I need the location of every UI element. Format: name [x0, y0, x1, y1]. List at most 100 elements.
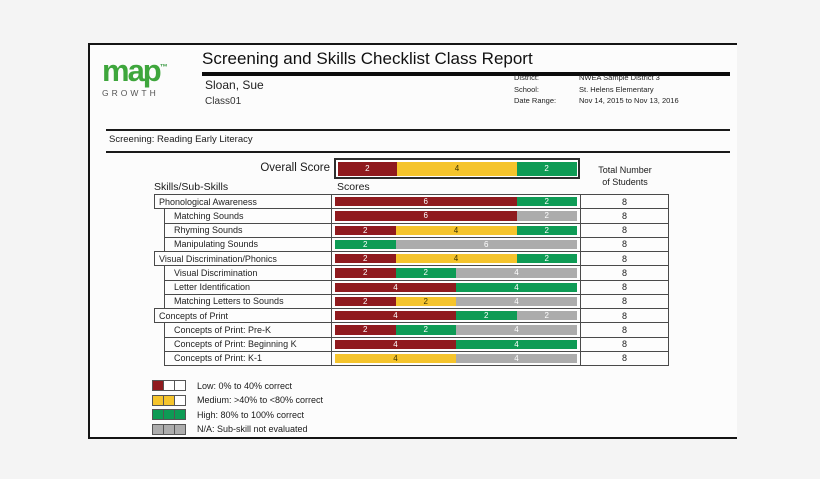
score-segment-medium: 4: [335, 353, 456, 363]
total-students-cell: 8: [621, 210, 627, 221]
legend-label: N/A: Sub-skill not evaluated: [197, 424, 308, 434]
skill-label: Concepts of Print: [155, 309, 332, 323]
score-segment-na: 6: [395, 239, 577, 249]
legend-swatch-group: [152, 394, 186, 406]
legend-swatch-empty: [174, 394, 186, 406]
total-students-cell: 8: [621, 296, 627, 307]
meta-date-range-value: Nov 14, 2015 to Nov 13, 2016: [579, 96, 679, 105]
score-segment-medium: 4: [395, 254, 517, 264]
meta-district-label: District:: [514, 73, 539, 82]
skill-row: Concepts of Print: Pre-K 2 2 4 8: [164, 322, 669, 338]
total-students-cell: 8: [621, 353, 627, 364]
total-students-cell: 8: [621, 310, 627, 321]
skill-row: Manipulating Sounds 2 6 8: [164, 236, 669, 252]
report-page: map™ GROWTH Screening and Skills Checkli…: [88, 43, 737, 439]
score-segment-high: 2: [516, 197, 577, 207]
meta-district-value: NWEA Sample District 3: [579, 73, 660, 82]
legend-label: Medium: >40% to <80% correct: [197, 395, 324, 405]
meta-district: District: NWEA Sample District 3: [514, 72, 749, 84]
legend-item: Low: 0% to 40% correct: [152, 380, 323, 391]
total-students-cell: 8: [621, 239, 627, 250]
score-segment-high: 2: [456, 311, 517, 321]
score-segment-high: 2: [395, 268, 456, 278]
score-segment-low: 4: [335, 339, 456, 349]
class-name: Class01: [205, 96, 242, 107]
total-students-header: Total Number of Students: [570, 165, 680, 188]
score-segment-low: 2: [337, 161, 398, 176]
score-segment-low: 2: [335, 268, 396, 278]
report-meta: District: NWEA Sample District 3 School:…: [514, 72, 749, 107]
score-segment-low: 4: [335, 311, 456, 321]
skill-row: Rhyming Sounds 2 4 2 8: [164, 222, 669, 238]
total-students-cell: 8: [621, 282, 627, 293]
score-segment-na: 4: [456, 268, 577, 278]
meta-school: School: St. Helens Elementary: [514, 84, 749, 96]
score-segment-na: 2: [516, 311, 577, 321]
skill-label: Visual Discrimination/Phonics: [155, 252, 332, 266]
skill-row: Concepts of Print: K-1 4 4 8: [164, 350, 669, 366]
map-growth-logo: map™ GROWTH: [102, 55, 192, 98]
score-segment-low: 2: [335, 225, 396, 235]
score-segment-low: 6: [335, 197, 517, 207]
meta-date-range: Date Range: Nov 14, 2015 to Nov 13, 2016: [514, 95, 749, 107]
screening-band-top-rule: [106, 129, 730, 131]
total-students-cell: 8: [621, 196, 627, 207]
score-segment-na: 4: [456, 325, 577, 335]
legend-swatch-na: [174, 423, 186, 435]
overall-score-label: Overall Score: [260, 162, 330, 174]
legend-swatch-group: [152, 423, 186, 435]
meta-date-range-label: Date Range:: [514, 96, 557, 105]
skill-row: Letter Identification 4 4 8: [164, 279, 669, 295]
total-students-cell: 8: [621, 267, 627, 278]
column-header-scores: Scores: [337, 181, 370, 193]
score-segment-na: 4: [456, 296, 577, 306]
skill-label: Matching Letters to Sounds: [165, 294, 332, 308]
skill-label: Concepts of Print: K-1: [165, 351, 332, 365]
score-segment-medium: 4: [395, 225, 517, 235]
screening-label: Screening: Reading Early Literacy: [109, 134, 253, 145]
total-students-header-line1: Total Number: [598, 165, 652, 175]
score-segment-low: 2: [335, 325, 396, 335]
skill-row: Visual Discrimination/Phonics 2 4 2 8: [154, 251, 669, 267]
meta-school-value: St. Helens Elementary: [579, 84, 654, 94]
legend-item: High: 80% to 100% correct: [152, 409, 323, 420]
page-title: Screening and Skills Checklist Class Rep…: [202, 49, 533, 68]
score-segment-high: 2: [516, 161, 577, 176]
legend-swatch-empty: [174, 380, 186, 391]
meta-school-label: School:: [514, 84, 540, 94]
legend: Low: 0% to 40% correct Medium: >40% to <8…: [152, 380, 323, 438]
skills-table: Phonological Awareness 6 2 8 Matching Sounds…: [90, 194, 737, 366]
skill-row: Matching Sounds 6 2 8: [164, 208, 669, 224]
skill-row: Phonological Awareness 6 2 8: [154, 194, 669, 210]
skill-row: Visual Discrimination 2 2 4 8: [164, 265, 669, 281]
legend-item: Medium: >40% to <80% correct: [152, 394, 324, 406]
total-students-cell: 8: [621, 225, 627, 236]
title-underline: [202, 72, 730, 76]
legend-swatch-high: [174, 409, 186, 420]
total-students-header-line2: of Students: [602, 176, 648, 187]
skill-label: Manipulating Sounds: [165, 237, 332, 251]
skill-label: Visual Discrimination: [165, 266, 332, 280]
score-segment-medium: 2: [395, 296, 456, 306]
legend-item: N/A: Sub-skill not evaluated: [152, 423, 323, 435]
skill-label: Concepts of Print: Pre-K: [165, 323, 332, 337]
score-segment-high: 2: [335, 239, 396, 249]
score-segment-low: 6: [335, 211, 517, 221]
screening-band-bottom-rule: [106, 151, 730, 153]
